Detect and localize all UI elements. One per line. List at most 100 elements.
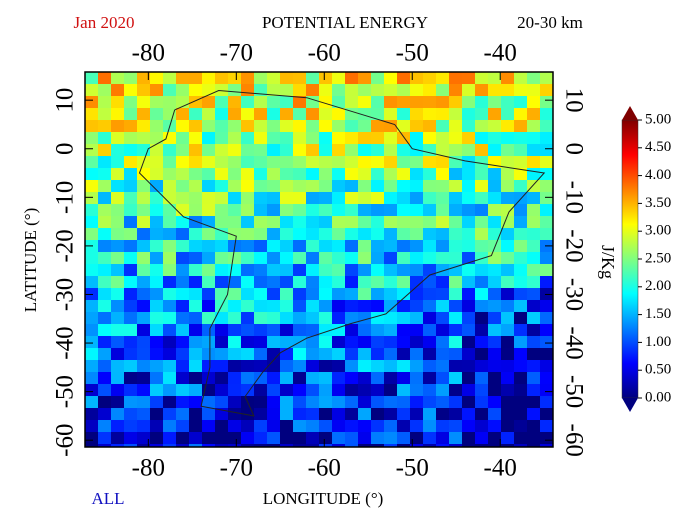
heat-cell — [111, 72, 125, 85]
heat-cell — [358, 204, 372, 217]
heat-cell — [137, 276, 151, 289]
heat-cell — [345, 120, 359, 133]
heat-cell — [345, 420, 359, 433]
heat-cell — [475, 204, 489, 217]
heat-cell — [85, 204, 99, 217]
heat-cell — [241, 180, 255, 193]
heat-cell — [319, 348, 333, 361]
heat-cell — [488, 180, 502, 193]
heat-cell — [449, 168, 463, 181]
heat-cell — [423, 396, 437, 409]
heat-cell — [150, 240, 164, 253]
heat-cell — [150, 336, 164, 349]
heat-cell — [449, 144, 463, 157]
heat-cell — [475, 108, 489, 121]
heat-cell — [345, 156, 359, 169]
heat-cell — [436, 444, 450, 447]
heat-cell — [202, 240, 216, 253]
y-tick-label: -40 — [560, 326, 587, 359]
heat-cell — [254, 300, 268, 313]
heat-cell — [488, 444, 502, 447]
heat-cell — [163, 240, 177, 253]
heat-cell — [189, 192, 203, 205]
heat-cell — [436, 120, 450, 133]
heat-cell — [423, 96, 437, 109]
heat-cell — [111, 180, 125, 193]
heat-cell — [241, 384, 255, 397]
heat-cell — [345, 252, 359, 265]
heat-cell — [280, 168, 294, 181]
heat-cell — [397, 72, 411, 85]
heat-cell — [189, 312, 203, 325]
heat-cell — [215, 144, 229, 157]
heat-cell — [98, 372, 112, 385]
heat-cell — [189, 348, 203, 361]
heat-cell — [475, 216, 489, 229]
plot-frame — [84, 71, 554, 448]
heat-cell — [332, 228, 346, 241]
heat-cell — [85, 324, 99, 337]
heat-cell — [410, 348, 424, 361]
heat-cell — [267, 288, 281, 301]
heat-cell — [202, 276, 216, 289]
heat-cell — [319, 240, 333, 253]
heat-cell — [280, 84, 294, 97]
heat-cell — [436, 420, 450, 433]
heat-cell — [150, 360, 164, 373]
heat-cell — [306, 108, 320, 121]
heat-cell — [228, 372, 242, 385]
heat-cell — [280, 156, 294, 169]
heat-cell — [501, 372, 515, 385]
heat-cell — [280, 324, 294, 337]
heat-cell — [384, 288, 398, 301]
heat-cell — [540, 84, 553, 97]
heat-cell — [267, 168, 281, 181]
heat-cell — [267, 396, 281, 409]
heat-cell — [358, 432, 372, 445]
heat-cell — [202, 408, 216, 421]
heat-cell — [540, 384, 553, 397]
heat-cell — [540, 276, 553, 289]
heat-cell — [98, 132, 112, 145]
heat-cell — [384, 216, 398, 229]
heat-cell — [241, 84, 255, 97]
heat-cell — [514, 120, 528, 133]
heat-cell — [241, 444, 255, 447]
heat-cell — [540, 312, 553, 325]
heat-cell — [319, 120, 333, 133]
heat-cell — [163, 348, 177, 361]
heat-cell — [306, 192, 320, 205]
heat-cell — [293, 72, 307, 85]
heat-cell — [488, 192, 502, 205]
heat-cell — [345, 288, 359, 301]
heat-cell — [410, 204, 424, 217]
heat-cell — [397, 156, 411, 169]
heat-cell — [124, 420, 138, 433]
heat-cell — [254, 348, 268, 361]
heat-cell — [228, 384, 242, 397]
heat-cell — [137, 336, 151, 349]
heat-cell — [397, 84, 411, 97]
heat-cell — [280, 384, 294, 397]
heat-cell — [241, 168, 255, 181]
heat-cell — [540, 420, 553, 433]
heat-cell — [397, 420, 411, 433]
heat-cell — [280, 252, 294, 265]
heat-cell — [475, 132, 489, 145]
heat-cell — [215, 252, 229, 265]
heat-cell — [254, 108, 268, 121]
heat-cell — [241, 348, 255, 361]
heat-cell — [111, 324, 125, 337]
heat-cell — [137, 384, 151, 397]
heat-cell — [332, 132, 346, 145]
heat-cell — [202, 300, 216, 313]
heat-cell — [410, 108, 424, 121]
heat-cell — [410, 192, 424, 205]
heat-cell — [475, 168, 489, 181]
heat-cell — [436, 360, 450, 373]
heat-cell — [98, 408, 112, 421]
heat-cell — [319, 72, 333, 85]
heat-cell — [319, 312, 333, 325]
heat-cell — [241, 300, 255, 313]
heat-cell — [189, 180, 203, 193]
